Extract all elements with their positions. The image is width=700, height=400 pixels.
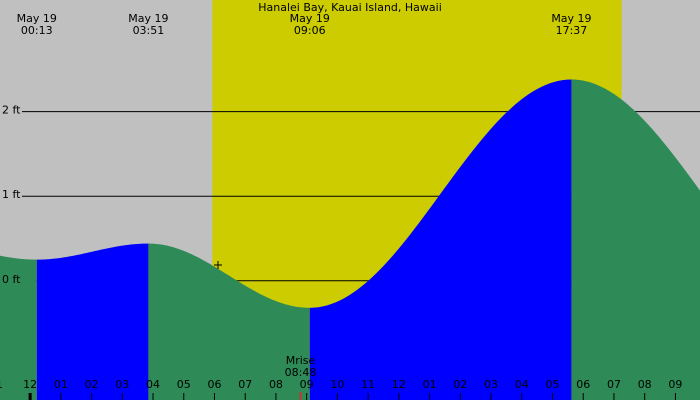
rising-tide <box>36 243 149 400</box>
x-tick-label: 03 <box>115 378 129 391</box>
falling-tide <box>148 243 310 400</box>
rising-tide <box>309 79 572 400</box>
x-tick-label: 06 <box>576 378 590 391</box>
tide-layer <box>0 79 700 400</box>
x-tick-label: 05 <box>177 378 191 391</box>
y-tick-label: 1 ft <box>2 188 21 201</box>
x-tick-label: 02 <box>85 378 99 391</box>
position-marker <box>214 261 222 269</box>
x-tick-label: 08 <box>638 378 652 391</box>
extreme-date: May 19 <box>290 12 330 25</box>
x-tick-label: 11 <box>361 378 375 391</box>
extreme-time: 03:51 <box>133 24 165 37</box>
x-tick-label: 1 <box>0 378 3 391</box>
extreme-time: 09:06 <box>294 24 326 37</box>
x-tick-label: 01 <box>423 378 437 391</box>
y-tick-label: 0 ft <box>2 273 21 286</box>
x-tick-label: 03 <box>484 378 498 391</box>
x-tick-label: 07 <box>238 378 252 391</box>
extreme-time: 00:13 <box>21 24 53 37</box>
x-tick-label: 06 <box>207 378 221 391</box>
extreme-date: May 19 <box>128 12 168 25</box>
x-tick-label: 10 <box>330 378 344 391</box>
extreme-time: 17:37 <box>556 24 588 37</box>
moonrise-label: Mrise <box>286 354 316 367</box>
x-tick-label: 12 <box>23 378 37 391</box>
extreme-date: May 19 <box>17 12 57 25</box>
falling-tide <box>0 255 37 400</box>
x-tick-label: 09 <box>300 378 314 391</box>
moonrise-time: 08:48 <box>285 366 317 379</box>
x-tick-label: 02 <box>453 378 467 391</box>
label-layer: Hanalei Bay, Kauai Island, Hawaii 0 ft 1 … <box>0 1 682 400</box>
x-tick-label: 01 <box>54 378 68 391</box>
x-tick-label: 04 <box>515 378 529 391</box>
y-tick-label: 2 ft <box>2 104 21 117</box>
extreme-date: May 19 <box>551 12 591 25</box>
x-tick-label: 09 <box>668 378 682 391</box>
x-tick-label: 05 <box>546 378 560 391</box>
x-tick-label: 04 <box>146 378 160 391</box>
falling-tide <box>571 79 700 400</box>
x-tick-label: 07 <box>607 378 621 391</box>
chart-title: Hanalei Bay, Kauai Island, Hawaii <box>258 1 442 14</box>
x-tick-label: 08 <box>269 378 283 391</box>
x-tick-label: 12 <box>392 378 406 391</box>
